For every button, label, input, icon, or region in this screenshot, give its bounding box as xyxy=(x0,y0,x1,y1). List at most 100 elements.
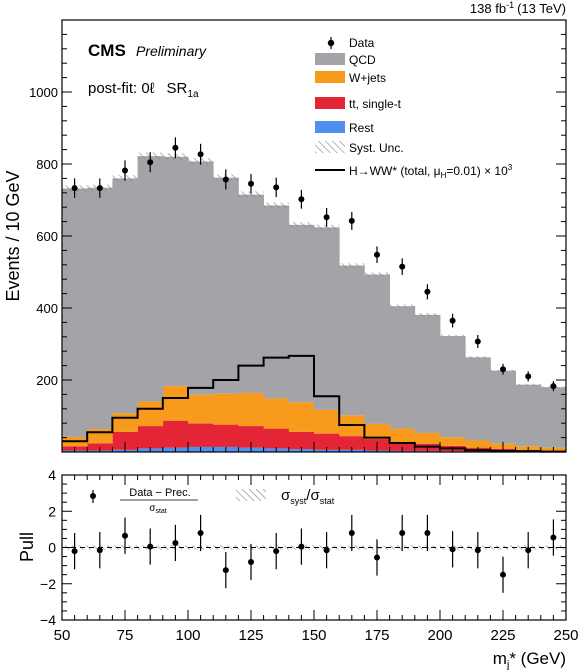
bar-qcd-3 xyxy=(137,156,164,402)
bar-qcd-2 xyxy=(112,178,138,414)
pull-point-8 xyxy=(273,548,280,555)
main-ytick-label-200: 200 xyxy=(36,373,58,388)
svg-text:Rest: Rest xyxy=(349,121,374,135)
xtick-label-75: 75 xyxy=(117,627,134,644)
bar-w-jets-8 xyxy=(263,398,290,429)
x-axis-label: mj* (GeV) xyxy=(493,649,566,670)
bar-w-jets-16 xyxy=(465,440,491,448)
legend-item-wjets: W+jets xyxy=(315,71,386,85)
bar-tt-single-t-9 xyxy=(288,431,315,450)
data-point-17 xyxy=(500,366,506,373)
data-point-2 xyxy=(122,167,128,174)
bar-tt-single-t-8 xyxy=(263,428,290,449)
legend: Data QCD W+jets tt, single-t Rest Syst. … xyxy=(315,36,513,180)
pull-point-6 xyxy=(222,567,229,574)
legend-item-signal: H→WW* (total, μH=0.01) × 103 xyxy=(315,163,513,180)
pull-point-7 xyxy=(248,559,254,565)
xtick-label-225: 225 xyxy=(490,627,515,644)
pull-ytick-label-2: 0 xyxy=(48,540,56,556)
svg-text:Data: Data xyxy=(349,36,375,50)
main-ytick-label-400: 400 xyxy=(36,301,58,316)
pull-point-11 xyxy=(348,530,355,536)
pull-point-4 xyxy=(172,539,179,546)
pull-point-17 xyxy=(500,571,506,578)
pull-point-3 xyxy=(147,543,154,550)
pull-point-12 xyxy=(374,554,380,561)
legend-item-data: Data xyxy=(327,36,375,50)
legend-item-tt: tt, single-t xyxy=(315,97,402,111)
data-point-1 xyxy=(96,185,103,192)
bar-tt-single-t-5 xyxy=(188,423,214,447)
main-ytick-label-1000: 1000 xyxy=(29,85,58,100)
bar-tt-single-t-1 xyxy=(87,443,113,451)
main-ytick-label-600: 600 xyxy=(36,229,58,244)
bar-w-jets-9 xyxy=(288,402,315,432)
pull-point-0 xyxy=(71,548,78,555)
syst-band-7 xyxy=(238,191,264,198)
syst-band-12 xyxy=(364,272,390,277)
bar-w-jets-13 xyxy=(389,428,416,443)
syst-band-18 xyxy=(515,383,541,386)
xtick-label-200: 200 xyxy=(427,627,452,644)
pull-ytick-label-3: 2 xyxy=(48,503,56,519)
data-point-19 xyxy=(550,383,557,390)
bar-qcd-18 xyxy=(515,384,542,447)
bar-w-jets-2 xyxy=(112,413,138,432)
bar-qcd-1 xyxy=(87,187,113,429)
data-point-13 xyxy=(399,263,406,270)
bar-w-jets-5 xyxy=(188,394,214,424)
data-point-12 xyxy=(374,251,380,258)
bar-w-jets-1 xyxy=(87,428,113,444)
data-point-8 xyxy=(273,184,280,191)
bar-qcd-19 xyxy=(540,387,567,448)
preliminary-label: Preliminary xyxy=(136,43,207,59)
bar-w-jets-6 xyxy=(213,393,239,425)
data-point-5 xyxy=(197,151,204,158)
pull-point-1 xyxy=(96,547,103,554)
data-point-7 xyxy=(248,180,254,187)
bar-qcd-10 xyxy=(314,227,340,410)
main-y-ticks: 200 400 600 800 1000 xyxy=(29,19,566,453)
bar-qcd-6 xyxy=(213,177,239,394)
bar-tt-single-t-10 xyxy=(314,433,340,450)
pull-point-19 xyxy=(550,534,557,541)
bar-qcd-7 xyxy=(238,194,264,393)
bar-qcd-14 xyxy=(414,314,441,433)
bar-qcd-11 xyxy=(339,265,365,416)
svg-text:H→WW* (total, μH=0.01) × 103: H→WW* (total, μH=0.01) × 103 xyxy=(349,163,513,180)
syst-band-9 xyxy=(288,222,314,228)
pull-y-axis-label: Pull xyxy=(17,532,37,562)
bar-qcd-0 xyxy=(62,188,88,437)
xtick-label-50: 50 xyxy=(54,627,71,644)
pull-point-9 xyxy=(298,543,305,550)
data-point-15 xyxy=(449,317,456,324)
bar-w-jets-15 xyxy=(440,437,466,446)
pull-point-2 xyxy=(122,532,128,539)
bar-qcd-12 xyxy=(364,274,390,424)
data-point-9 xyxy=(298,196,305,203)
svg-text:W+jets: W+jets xyxy=(349,71,386,85)
x-ticks: 50 75 100 125 150 175 200 225 250 xyxy=(54,442,579,644)
bar-qcd-4 xyxy=(162,156,189,387)
xtick-label-125: 125 xyxy=(238,627,263,644)
fit-label: post-fit: 0ℓ SR1a xyxy=(88,80,199,100)
syst-band-16 xyxy=(465,356,491,359)
bar-tt-single-t-4 xyxy=(162,420,189,448)
pull-point-18 xyxy=(525,547,532,554)
pull-legend-syst: σsyst/σstat xyxy=(281,487,335,506)
bar-w-jets-4 xyxy=(162,386,189,421)
bar-w-jets-14 xyxy=(414,432,441,444)
data-point-6 xyxy=(222,176,229,183)
pull-legend: Data − Prec. σstat σsyst/σstat xyxy=(90,487,335,515)
pull-legend-numerator: Data − Prec. xyxy=(129,487,190,499)
bar-w-jets-12 xyxy=(364,423,390,440)
svg-text:tt, single-t: tt, single-t xyxy=(349,97,402,111)
data-point-4 xyxy=(172,144,179,151)
xtick-label-250: 250 xyxy=(553,627,578,644)
bar-qcd-5 xyxy=(188,161,214,395)
bar-w-jets-3 xyxy=(137,401,164,427)
bar-qcd-8 xyxy=(263,205,290,399)
pull-point-10 xyxy=(323,547,330,554)
bar-tt-single-t-6 xyxy=(213,424,239,447)
legend-item-syst-unc: Syst. Unc. xyxy=(315,141,404,155)
